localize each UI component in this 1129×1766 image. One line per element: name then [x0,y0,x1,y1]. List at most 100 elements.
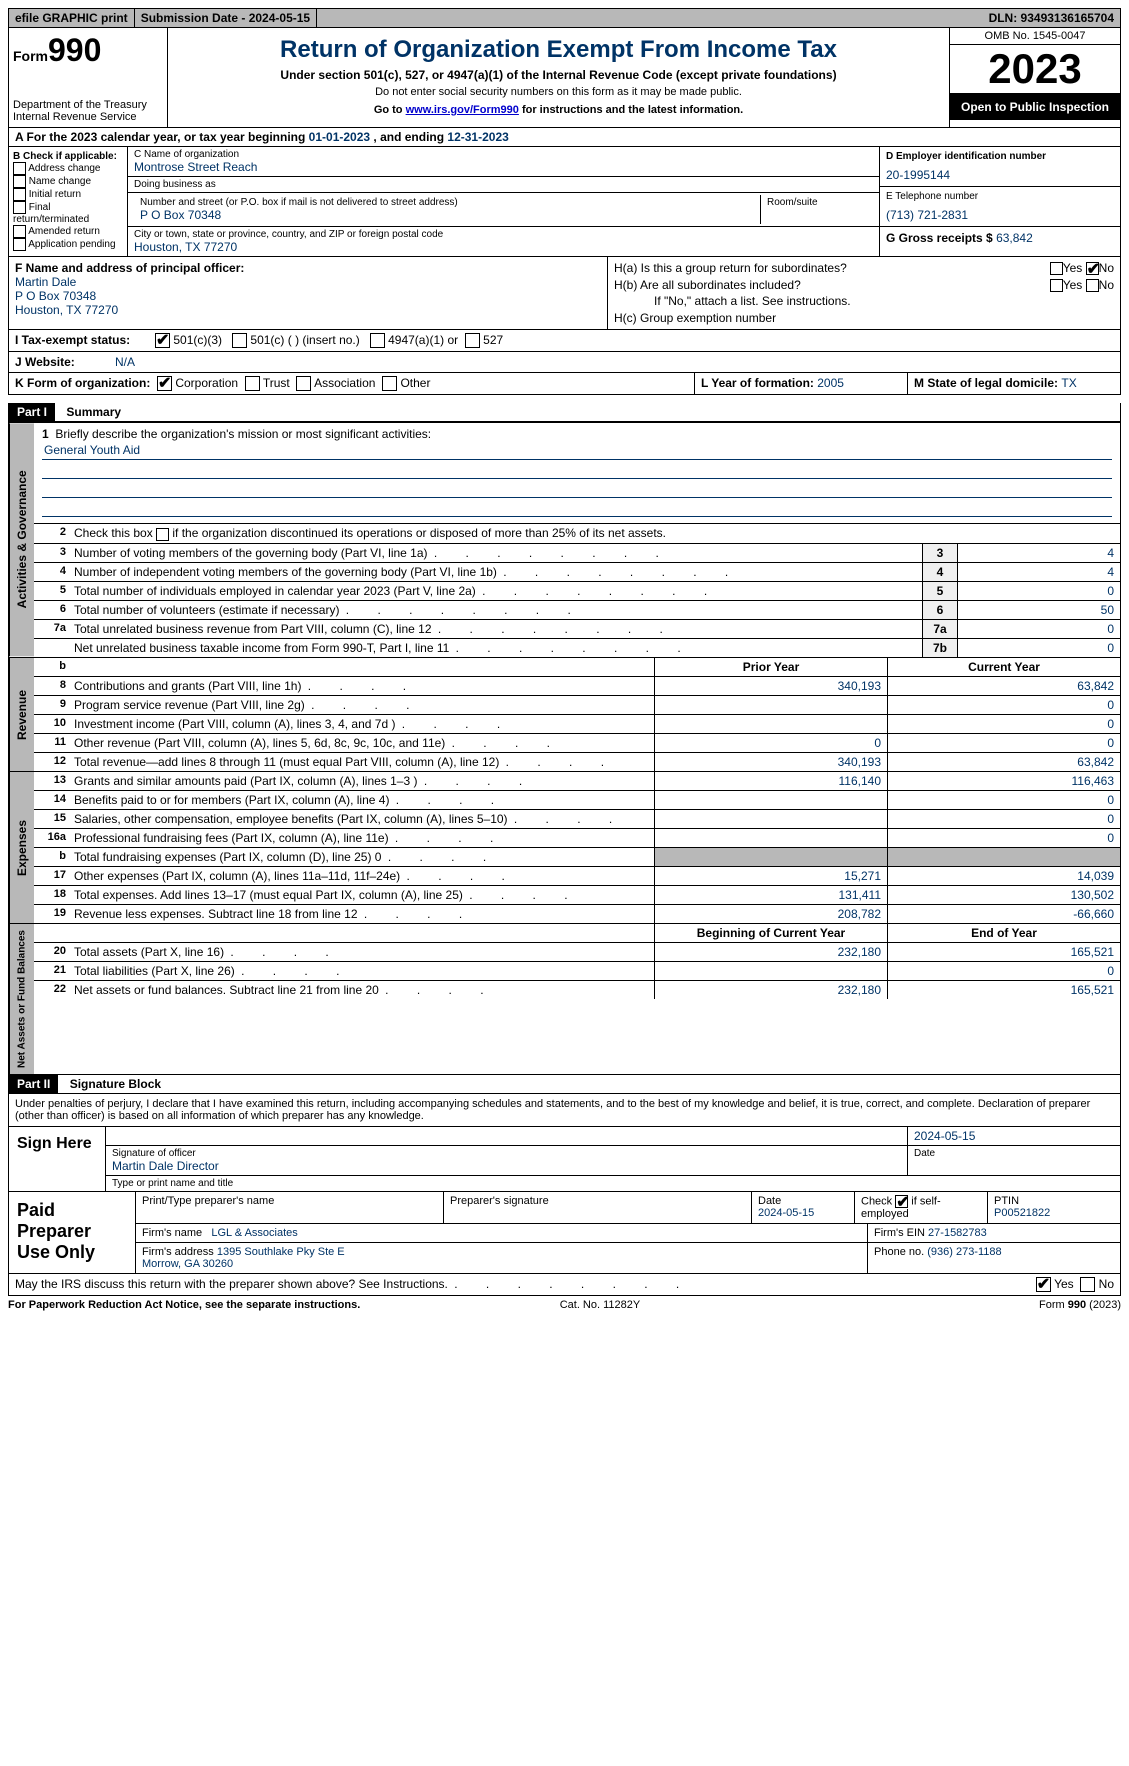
table-row: Net unrelated business taxable income fr… [34,639,1120,657]
form-title: Return of Organization Exempt From Incom… [172,36,945,64]
irs-link[interactable]: www.irs.gov/Form990 [406,104,519,116]
info-row-bcd: B Check if applicable: Address change Na… [8,147,1121,257]
table-row: 18Total expenses. Add lines 13–17 (must … [34,886,1120,905]
hb-no-checkbox[interactable] [1086,279,1099,292]
gross-value: 63,842 [996,231,1033,245]
table-row: 8Contributions and grants (Part VIII, li… [34,677,1120,696]
col-begin: Beginning of Current Year [654,924,887,942]
side-governance: Activities & Governance [9,423,34,656]
trust-checkbox[interactable] [245,376,260,391]
table-row: 12Total revenue—add lines 8 through 11 (… [34,753,1120,771]
table-row: 16aProfessional fundraising fees (Part I… [34,829,1120,848]
signature-block: Under penalties of perjury, I declare th… [8,1094,1121,1192]
dept-label: Department of the Treasury Internal Reve… [13,99,163,123]
org-name: Montrose Street Reach [134,160,873,174]
form-prefix: Form [13,48,48,64]
box-b-checkbox[interactable] [13,201,26,214]
top-bar: efile GRAPHIC print Submission Date - 20… [8,8,1121,28]
table-row: 4Number of independent voting members of… [34,563,1120,582]
table-row: 20Total assets (Part X, line 16)232,1801… [34,943,1120,962]
form-header: Form990 Department of the Treasury Inter… [8,28,1121,128]
omb-number: OMB No. 1545-0047 [950,28,1120,45]
phone-value: (713) 721-2831 [886,208,1114,222]
public-inspection: Open to Public Inspection [950,94,1120,120]
header-right: OMB No. 1545-0047 2023 Open to Public In… [949,28,1120,127]
period-row: A For the 2023 calendar year, or tax yea… [8,128,1121,147]
footer-right: Form 990 (2023) [1039,1299,1121,1311]
mission-block: 1 Briefly describe the organization's mi… [34,423,1120,524]
footer: For Paperwork Reduction Act Notice, see … [8,1296,1121,1314]
form-note1: Do not enter social security numbers on … [172,86,945,98]
submission-date: Submission Date - 2024-05-15 [135,9,317,27]
efile-label: efile GRAPHIC print [9,9,135,27]
col-prior: Prior Year [654,658,887,676]
discuss-row: May the IRS discuss this return with the… [8,1274,1121,1296]
side-revenue: Revenue [9,658,34,771]
table-row: 9Program service revenue (Part VIII, lin… [34,696,1120,715]
table-row: bTotal fundraising expenses (Part IX, co… [34,848,1120,867]
discuss-no-checkbox[interactable] [1080,1277,1095,1292]
4947-checkbox[interactable] [370,333,385,348]
dba-label: Doing business as [134,179,873,190]
row-fh: F Name and address of principal officer:… [8,257,1121,330]
box-b-checkbox[interactable] [13,238,26,251]
footer-left: For Paperwork Reduction Act Notice, see … [8,1299,360,1311]
table-row: 11Other revenue (Part VIII, column (A), … [34,734,1120,753]
table-row: 15Salaries, other compensation, employee… [34,810,1120,829]
part1: Part I Summary [8,403,1121,423]
501c3-checkbox[interactable] [155,333,170,348]
part2-header-row: Part II Signature Block [8,1075,1121,1094]
self-employed-checkbox[interactable] [895,1195,908,1208]
dln: DLN: 93493136165704 [983,9,1120,27]
ein-label: D Employer identification number [886,151,1114,162]
box-b-checkbox[interactable] [13,162,26,175]
form-note2: Go to www.irs.gov/Form990 for instructio… [172,104,945,116]
table-row: 7aTotal unrelated business revenue from … [34,620,1120,639]
gross-label: G Gross receipts $ [886,231,996,245]
other-checkbox[interactable] [382,376,397,391]
side-netassets: Net Assets or Fund Balances [9,924,34,1074]
form-number: 990 [48,32,101,68]
corp-checkbox[interactable] [157,376,172,391]
table-row: 17Other expenses (Part IX, column (A), l… [34,867,1120,886]
sign-here-label: Sign Here [9,1127,106,1191]
part2-title: Signature Block [62,1075,169,1093]
part1-revenue: Revenue b Prior Year Current Year 8Contr… [8,658,1121,772]
street-value: P O Box 70348 [140,208,754,222]
box-b-checkbox[interactable] [13,225,26,238]
declaration-text: Under penalties of perjury, I declare th… [9,1094,1120,1127]
side-expenses: Expenses [9,772,34,923]
assoc-checkbox[interactable] [296,376,311,391]
box-h: H(a) Is this a group return for subordin… [608,257,1120,329]
part1-title: Summary [58,403,129,421]
org-name-label: C Name of organization [134,149,873,160]
table-row: 6Total number of volunteers (estimate if… [34,601,1120,620]
header-mid: Return of Organization Exempt From Incom… [168,28,949,127]
table-row: 13Grants and similar amounts paid (Part … [34,772,1120,791]
table-row: 10Investment income (Part VIII, column (… [34,715,1120,734]
paid-preparer: Paid Preparer Use Only Print/Type prepar… [8,1192,1121,1274]
part1-netassets: Net Assets or Fund Balances Beginning of… [8,924,1121,1075]
table-row: 21Total liabilities (Part X, line 26)0 [34,962,1120,981]
box-d: D Employer identification number 20-1995… [880,147,1120,256]
527-checkbox[interactable] [465,333,480,348]
footer-mid: Cat. No. 11282Y [560,1299,641,1311]
ha-no-checkbox[interactable] [1086,262,1099,275]
table-row: 5Total number of individuals employed in… [34,582,1120,601]
501c-checkbox[interactable] [232,333,247,348]
hb-yes-checkbox[interactable] [1050,279,1063,292]
ha-yes-checkbox[interactable] [1050,262,1063,275]
col-end: End of Year [887,924,1120,942]
box-b-checkbox[interactable] [13,188,26,201]
paid-preparer-label: Paid Preparer Use Only [9,1192,136,1273]
discuss-yes-checkbox[interactable] [1036,1277,1051,1292]
q2-checkbox[interactable] [156,528,169,541]
city-value: Houston, TX 77270 [134,240,873,254]
tax-year: 2023 [950,45,1120,94]
website-row: J Website: N/A [8,352,1121,373]
part1-governance: Activities & Governance 1 Briefly descri… [8,423,1121,657]
box-b-checkbox[interactable] [13,175,26,188]
box-f: F Name and address of principal officer:… [9,257,608,329]
part1-expenses: Expenses 13Grants and similar amounts pa… [8,772,1121,924]
table-row: 14Benefits paid to or for members (Part … [34,791,1120,810]
